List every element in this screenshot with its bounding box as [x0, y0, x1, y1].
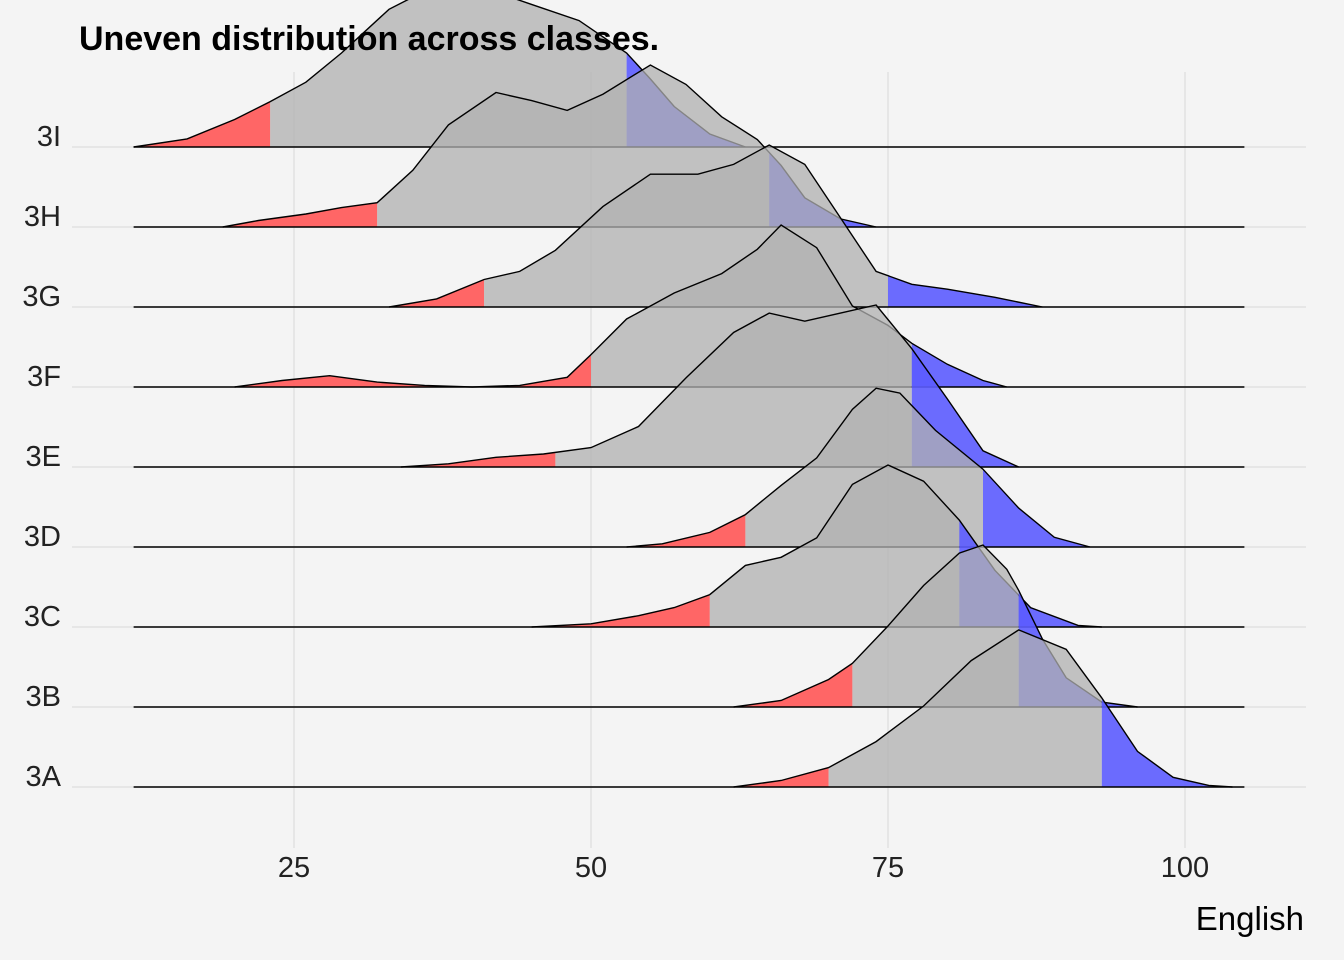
density-outline [234, 224, 1007, 388]
middle-area [555, 305, 912, 467]
density-outline [733, 629, 1233, 788]
lower-tail-area [531, 594, 710, 627]
density-outline [400, 304, 1019, 468]
x-tick-label: 75 [872, 852, 904, 884]
lower-tail-area [133, 101, 271, 147]
y-tick-label-3G: 3G [22, 281, 61, 313]
ridges [133, 0, 1245, 788]
y-tick-label-3F: 3F [27, 361, 61, 393]
chart-title: Uneven distribution across classes. [79, 20, 659, 58]
x-tick-label: 25 [278, 852, 310, 884]
lower-tail-area [234, 354, 591, 387]
upper-tail-area [1101, 697, 1233, 787]
density-outline [626, 387, 1091, 548]
x-tick-labels: 25 50 75 100 [278, 852, 1209, 884]
y-tick-label-3A: 3A [26, 761, 62, 793]
lower-tail-area [733, 767, 829, 787]
x-axis-title: English [1196, 900, 1304, 937]
density-outline [388, 144, 1043, 308]
y-tick-label-3E: 3E [26, 441, 61, 473]
y-tick-labels: 3I 3H 3G 3F 3E 3D 3C 3B 3A [22, 121, 61, 793]
y-tick-label-3I: 3I [37, 121, 61, 153]
upper-tail-area [911, 343, 1007, 387]
lower-tail-area [733, 663, 853, 707]
x-tick-label: 50 [575, 852, 607, 884]
middle-area [709, 465, 960, 627]
upper-tail-area [983, 469, 1090, 547]
ridge-3A [133, 629, 1245, 788]
y-tick-label-3D: 3D [24, 521, 61, 553]
x-tick-label: 100 [1161, 852, 1209, 884]
y-tick-label-3C: 3C [24, 601, 61, 633]
lower-tail-area [389, 279, 485, 307]
middle-area [828, 629, 1102, 787]
lower-tail-area [626, 514, 746, 547]
y-tick-label-3B: 3B [26, 681, 61, 713]
y-tick-label-3H: 3H [24, 201, 61, 233]
